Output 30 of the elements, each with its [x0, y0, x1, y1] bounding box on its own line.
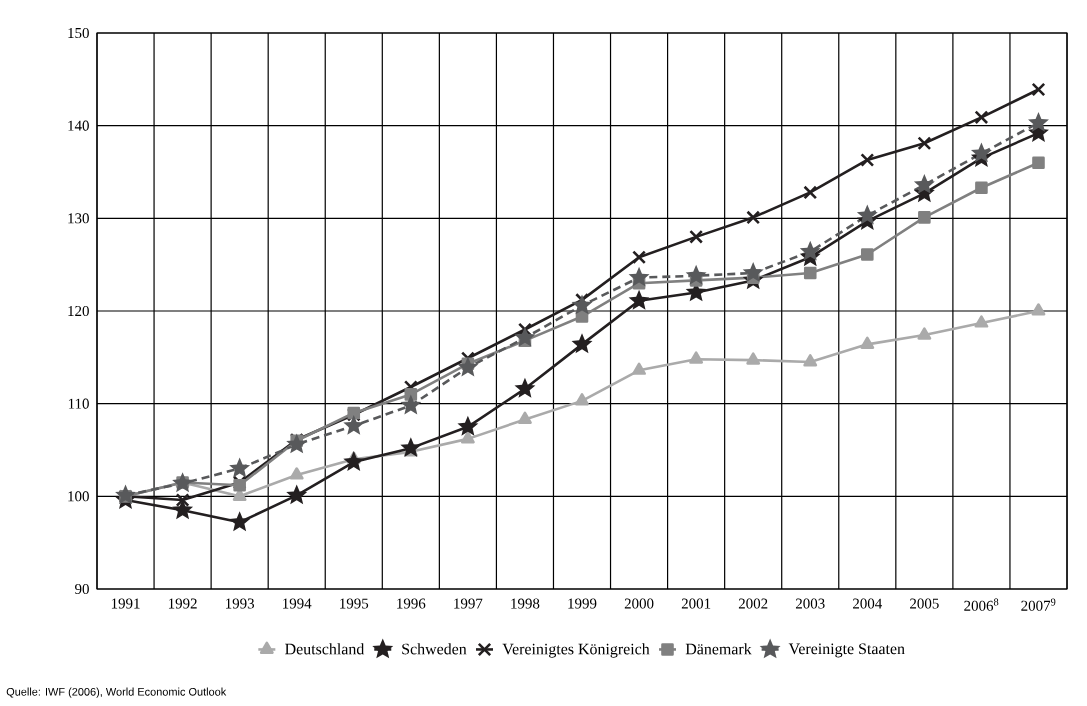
x-tick-label: 2000 — [624, 598, 654, 609]
x-tick-label: 2006$^{8}$ — [964, 598, 999, 611]
x-tick-label: 2003 — [795, 598, 825, 609]
x-tick-label: 1997 — [454, 598, 483, 609]
source-note: Quelle: IWF (2006), World Economic Outlook — [6, 687, 227, 698]
x-tick-label: 2007$^{9}$ — [1021, 598, 1056, 611]
x-tick-label: 1996 — [397, 598, 426, 609]
x-tick-label: 1998 — [511, 598, 540, 609]
y-tick-label: 90 — [75, 583, 89, 595]
y-tick-label: 110 — [68, 398, 89, 409]
x-tick-label: 2002 — [738, 598, 768, 609]
x-tick-label: 2001 — [681, 598, 711, 609]
y-tick-label: 150 — [68, 27, 89, 39]
x-tick-label: 1991 — [111, 598, 140, 609]
x-tick-label: 1995 — [340, 598, 369, 609]
y-tick-label: 140 — [68, 120, 89, 131]
legend-label: Dänemark — [685, 643, 752, 655]
x-tick-label: 1999 — [568, 598, 597, 609]
y-tick-label: 100 — [68, 491, 89, 502]
legend-label: Deutschland — [285, 643, 365, 655]
x-tick-label: 1992 — [168, 598, 197, 609]
legend-label: Vereinigte Staaten — [788, 643, 905, 658]
legend-label: Schweden — [402, 643, 467, 655]
x-tick-label: 1993 — [226, 598, 255, 609]
x-tick-label: 1994 — [283, 598, 312, 609]
y-tick-label: 120 — [68, 305, 89, 317]
legend-label: Vereinigtes Königreich — [502, 643, 650, 658]
x-tick-label: 2004 — [853, 598, 883, 609]
y-tick-label: 130 — [68, 213, 89, 224]
x-tick-label: 2005 — [910, 598, 939, 609]
